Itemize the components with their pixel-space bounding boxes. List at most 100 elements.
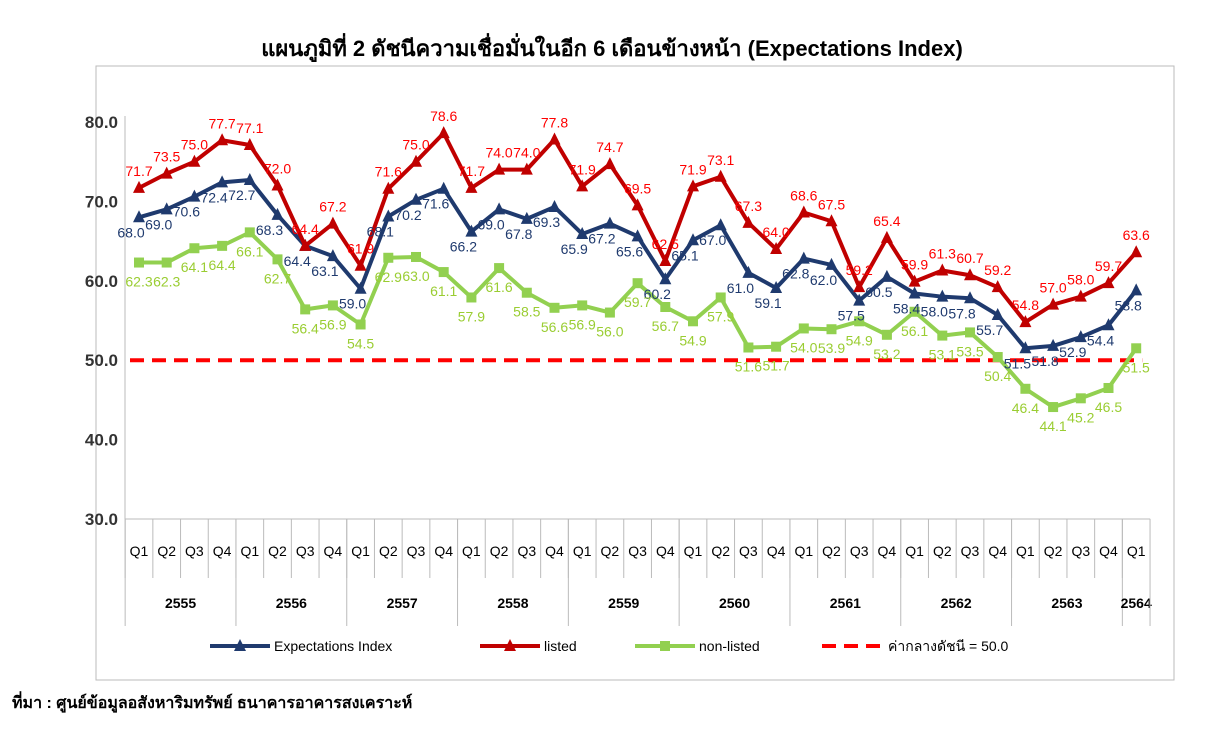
quarter-tick-label: Q1	[684, 543, 703, 559]
data-label-non-listed: 53.9	[818, 340, 845, 356]
data-label-non-listed: 50.4	[984, 368, 1011, 384]
point-expectations-index	[520, 211, 533, 224]
data-label-expectations-index: 69.0	[145, 216, 172, 232]
quarter-tick-label: Q4	[988, 543, 1007, 559]
data-label-expectations-index: 68.1	[367, 223, 394, 239]
data-label-expectations-index: 60.5	[865, 284, 892, 300]
point-expectations-index	[825, 257, 838, 270]
point-non-listed	[466, 292, 477, 303]
data-label-expectations-index: 69.3	[533, 214, 560, 230]
point-non-listed	[688, 316, 698, 327]
point-listed	[1130, 245, 1143, 258]
data-label-non-listed: 54.9	[846, 332, 873, 348]
point-listed	[133, 180, 145, 193]
point-non-listed	[881, 329, 892, 340]
point-expectations-index	[1047, 338, 1060, 351]
year-label: 2559	[608, 595, 639, 611]
quarter-tick-label: Q3	[517, 543, 536, 559]
quarter-tick-label: Q3	[739, 543, 758, 559]
point-expectations-index	[437, 181, 450, 194]
data-label-listed: 63.6	[1123, 227, 1150, 243]
point-non-listed	[217, 240, 228, 251]
data-label-listed: 59.9	[901, 257, 928, 273]
year-label: 2563	[1051, 595, 1082, 611]
quarter-tick-label: Q4	[213, 543, 232, 559]
y-tick-label: 60.0	[85, 272, 118, 291]
y-tick-label: 50.0	[85, 351, 118, 370]
point-non-listed	[1048, 402, 1059, 413]
point-listed	[299, 238, 312, 251]
quarter-tick-label: Q1	[240, 543, 259, 559]
data-label-expectations-index: 59.1	[754, 295, 781, 311]
data-label-expectations-index: 51.8	[1031, 353, 1058, 369]
point-expectations-index	[382, 209, 395, 222]
data-label-non-listed: 63.0	[402, 268, 429, 284]
point-expectations-index	[1130, 283, 1143, 296]
quarter-tick-label: Q4	[545, 543, 564, 559]
quarter-tick-label: Q2	[711, 543, 730, 559]
point-listed	[631, 198, 644, 211]
point-non-listed	[743, 342, 754, 353]
point-listed	[880, 230, 893, 243]
data-label-non-listed: 51.6	[735, 358, 762, 374]
legend-label-non-listed: non-listed	[699, 638, 760, 654]
data-label-expectations-index: 72.4	[200, 189, 227, 205]
quarter-tick-label: Q4	[878, 543, 897, 559]
data-label-listed: 71.7	[458, 163, 485, 179]
point-expectations-index	[410, 192, 422, 205]
data-label-listed: 71.9	[569, 161, 596, 177]
point-expectations-index	[742, 265, 755, 278]
point-listed	[243, 138, 256, 151]
data-label-expectations-index: 61.0	[727, 280, 754, 296]
point-listed	[687, 179, 699, 192]
point-listed	[964, 268, 976, 281]
data-label-listed: 77.8	[541, 114, 568, 130]
chart-border	[95, 65, 1175, 681]
data-label-expectations-index: 52.9	[1059, 344, 1086, 360]
point-non-listed	[715, 292, 726, 303]
point-expectations-index	[160, 202, 173, 215]
data-label-non-listed: 54.5	[347, 335, 374, 351]
data-label-listed: 59.2	[846, 262, 873, 278]
y-tick-label: 70.0	[85, 192, 118, 211]
data-label-non-listed: 53.2	[873, 346, 900, 362]
point-non-listed	[992, 352, 1003, 363]
point-non-listed	[660, 302, 671, 313]
quarter-tick-label: Q2	[822, 543, 841, 559]
point-listed	[576, 179, 589, 192]
year-label: 2561	[830, 595, 861, 611]
point-listed	[1019, 315, 1032, 328]
point-listed	[603, 157, 616, 170]
point-listed	[908, 274, 921, 287]
data-label-expectations-index: 66.2	[450, 239, 477, 255]
data-label-expectations-index: 60.2	[644, 286, 671, 302]
quarter-tick-label: Q1	[1016, 543, 1035, 559]
point-non-listed	[549, 302, 560, 313]
data-label-listed: 74.0	[485, 145, 512, 161]
data-label-expectations-index: 62.0	[810, 272, 837, 288]
point-listed	[1102, 276, 1115, 289]
point-expectations-index	[1102, 318, 1115, 331]
point-expectations-index	[964, 291, 976, 304]
point-listed	[936, 263, 949, 276]
point-non-listed	[494, 263, 505, 274]
quarter-tick-label: Q2	[490, 543, 509, 559]
point-non-listed	[438, 267, 449, 278]
data-label-non-listed: 58.5	[513, 304, 540, 320]
quarter-tick-label: Q4	[1099, 543, 1118, 559]
quarter-tick-label: Q2	[601, 543, 620, 559]
data-label-expectations-index: 68.0	[117, 224, 144, 240]
point-non-listed	[189, 243, 200, 254]
legend-marker-listed	[504, 639, 516, 651]
point-expectations-index	[188, 189, 201, 202]
point-listed	[714, 169, 727, 182]
data-label-expectations-index: 70.2	[394, 207, 421, 223]
data-label-listed: 59.7	[1095, 258, 1122, 274]
point-listed	[188, 154, 201, 167]
point-listed	[465, 180, 478, 193]
year-label: 2555	[165, 595, 196, 611]
source-note: ที่มา : ศูนย์ข้อมูลอสังหาริมทรัพย์ ธนาคา…	[12, 691, 412, 714]
data-label-non-listed: 44.1	[1039, 418, 1066, 434]
point-listed	[160, 166, 173, 179]
point-non-listed	[521, 287, 532, 298]
